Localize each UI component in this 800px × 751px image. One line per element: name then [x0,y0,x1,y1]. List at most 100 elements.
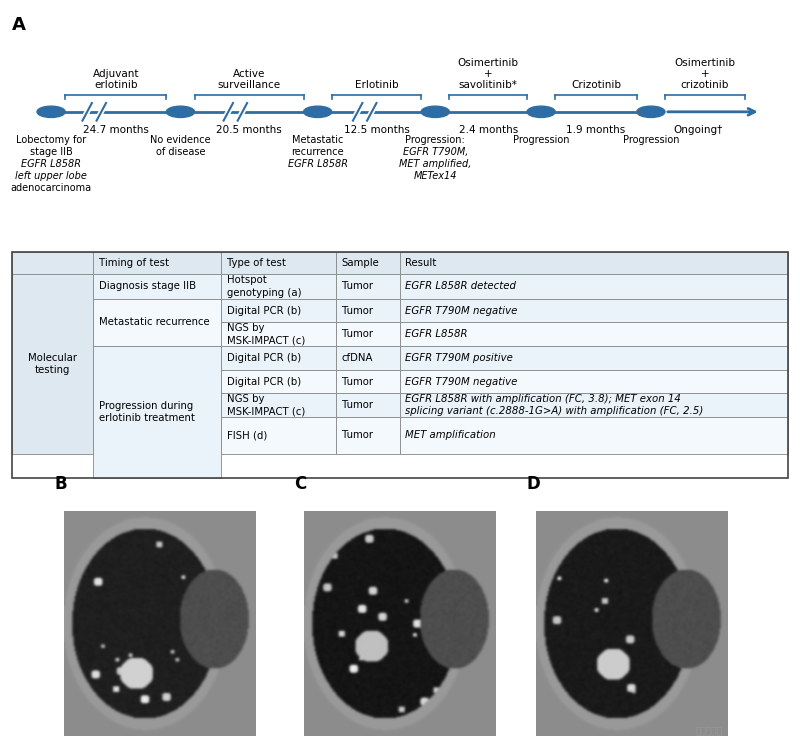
Bar [400,394,788,417]
Text: adenocarcinoma: adenocarcinoma [10,183,92,193]
Bar [222,394,336,417]
Circle shape [527,106,555,117]
Text: Ongoing†: Ongoing† [674,125,722,135]
Text: Result: Result [406,258,437,268]
Text: Progression:: Progression: [406,135,465,146]
Bar [400,274,788,299]
Text: Digital PCR (b): Digital PCR (b) [227,353,302,363]
Text: Tumor: Tumor [342,400,373,410]
Text: Tumor: Tumor [342,376,373,387]
Text: 20.5 months: 20.5 months [216,125,282,135]
Text: recurrence: recurrence [291,147,344,157]
Text: Crizotinib: Crizotinib [571,80,621,90]
Bar [400,299,788,322]
Text: Metastatic: Metastatic [292,135,343,146]
Bar [12,252,94,274]
Circle shape [421,106,450,117]
Text: EGFR T790M negative: EGFR T790M negative [406,306,518,315]
Text: EGFR T790M negative: EGFR T790M negative [406,376,518,387]
Text: Progression during
erlotinib treatment: Progression during erlotinib treatment [99,401,195,424]
Text: Tumor: Tumor [342,430,373,440]
Text: Timing of test: Timing of test [99,258,169,268]
Text: +: + [701,69,710,79]
Text: savolitinib*: savolitinib* [458,80,518,90]
Text: +: + [484,69,493,79]
Text: EGFR L858R detected: EGFR L858R detected [406,282,516,291]
Bar [12,274,94,454]
Text: Digital PCR (b): Digital PCR (b) [227,306,302,315]
Text: FISH (d): FISH (d) [227,430,267,440]
Circle shape [303,106,332,117]
Text: EGFR L858R: EGFR L858R [288,159,348,169]
Text: Tumor: Tumor [342,329,373,339]
Text: A: A [12,16,26,34]
Text: NGS by
MSK-IMPACT (c): NGS by MSK-IMPACT (c) [227,394,306,416]
Bar [336,274,400,299]
Bar [94,252,222,274]
Bar [336,369,400,394]
Text: NGS by
MSK-IMPACT (c): NGS by MSK-IMPACT (c) [227,323,306,345]
Bar [400,369,788,394]
Text: Adjuvant: Adjuvant [93,69,139,79]
Text: stage IIB: stage IIB [30,147,73,157]
Text: EGFR T790M positive: EGFR T790M positive [406,353,514,363]
Text: crizotinib: crizotinib [681,80,729,90]
Text: 24.7 months: 24.7 months [83,125,149,135]
Text: Tumor: Tumor [342,282,373,291]
Text: erlotinib: erlotinib [94,80,138,90]
Bar [222,274,336,299]
Text: Lobectomy for: Lobectomy for [16,135,86,146]
Text: MET amplification: MET amplification [406,430,496,440]
Text: EGFR L858R with amplification (FC, 3.8); MET exon 14
splicing variant (c.2888-1G: EGFR L858R with amplification (FC, 3.8);… [406,394,704,416]
Bar [222,322,336,346]
Text: EGFR L858R: EGFR L858R [406,329,468,339]
Text: Hotspot
genotyping (a): Hotspot genotyping (a) [227,275,302,297]
Text: left upper lobe: left upper lobe [15,171,87,181]
Bar [94,274,222,299]
Bar [400,417,788,454]
Text: Osimertinib: Osimertinib [674,58,735,68]
Bar [400,346,788,369]
Bar [400,252,788,274]
Text: C: C [294,475,306,493]
Text: Type of test: Type of test [227,258,286,268]
Bar [222,417,336,454]
Text: METex14: METex14 [414,171,457,181]
Text: No evidence: No evidence [150,135,210,146]
Text: D: D [526,475,540,493]
Text: surveillance: surveillance [218,80,281,90]
Circle shape [166,106,194,117]
Bar [400,322,788,346]
Text: 2.4 months: 2.4 months [458,125,518,135]
Text: Molecular
testing: Molecular testing [28,352,77,375]
Bar [336,299,400,322]
Text: Progression: Progression [622,135,679,146]
Circle shape [37,106,66,117]
Bar [336,394,400,417]
Text: of disease: of disease [156,147,206,157]
Text: Sample: Sample [342,258,379,268]
Text: Diagnosis stage IIB: Diagnosis stage IIB [99,282,196,291]
Bar [336,417,400,454]
Bar [336,252,400,274]
Text: Active: Active [233,69,266,79]
Text: Tumor: Tumor [342,306,373,315]
Text: B: B [54,475,67,493]
Bar [94,299,222,346]
Text: EGFR L858R: EGFR L858R [21,159,81,169]
Text: 1.9 months: 1.9 months [566,125,626,135]
Text: cfDNA: cfDNA [342,353,374,363]
Text: 基因药物汇: 基因药物汇 [696,727,723,736]
Bar [222,369,336,394]
Bar [222,346,336,369]
Bar [222,252,336,274]
Text: Progression: Progression [513,135,570,146]
Text: MET amplified,: MET amplified, [399,159,471,169]
Text: Metastatic recurrence: Metastatic recurrence [99,318,210,327]
Text: EGFR T790M,: EGFR T790M, [402,147,468,157]
Bar [336,322,400,346]
Circle shape [637,106,665,117]
Text: Erlotinib: Erlotinib [354,80,398,90]
Bar [222,299,336,322]
Bar [94,346,222,478]
